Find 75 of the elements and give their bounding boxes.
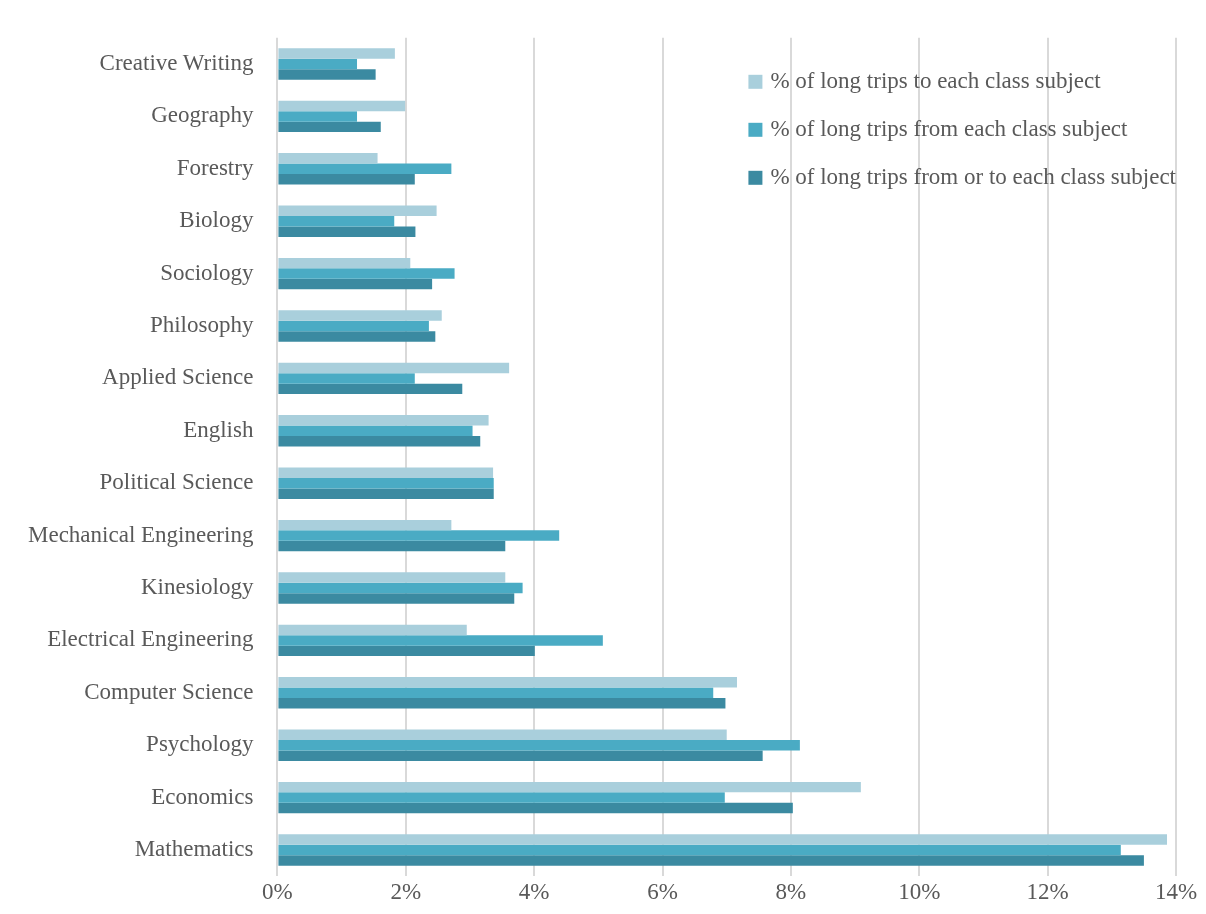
- bar: [278, 519, 452, 531]
- x-tick-label: 14%: [1154, 879, 1198, 905]
- bar: [278, 362, 510, 374]
- y-tick-label: Biology: [179, 207, 254, 233]
- bar: [278, 635, 603, 646]
- y-tick-label: Applied Science: [102, 364, 254, 390]
- bar: [278, 226, 416, 237]
- bar: [278, 69, 376, 80]
- y-tick-label: Mathematics: [134, 836, 254, 862]
- y-tick-label: Geography: [151, 102, 254, 128]
- y-tick-label: Economics: [151, 783, 254, 809]
- y-tick-label: Philosophy: [149, 312, 254, 338]
- y-tick-label: Creative Writing: [99, 50, 254, 76]
- bar: [278, 100, 406, 112]
- bar: [278, 572, 506, 583]
- x-tick-label: 4%: [518, 879, 550, 905]
- bar: [278, 834, 1168, 845]
- bar: [278, 593, 515, 604]
- bar: [278, 268, 455, 279]
- bar: [278, 331, 436, 342]
- bar: [278, 802, 793, 814]
- bar: [278, 373, 415, 384]
- bar: [278, 58, 358, 70]
- bar: [278, 781, 861, 793]
- bar: [278, 739, 800, 751]
- bar: [278, 729, 727, 740]
- bar: [278, 153, 378, 164]
- x-tick-label: 12%: [1026, 879, 1069, 905]
- bar: [278, 205, 437, 216]
- legend-label: % of long trips from each class subject: [770, 115, 1129, 141]
- bar: [278, 750, 763, 761]
- legend-label: % of long trips from or to each class subject: [770, 163, 1177, 189]
- y-tick-label: Electrical Engineering: [47, 626, 254, 652]
- y-tick-label: Political Science: [99, 469, 254, 495]
- bar: [278, 687, 714, 699]
- bar: [278, 645, 535, 657]
- bar: [278, 436, 481, 447]
- bar: [278, 792, 725, 803]
- x-tick-label: 0%: [262, 879, 293, 905]
- bar: [278, 163, 452, 175]
- y-tick-label: Computer Science: [84, 678, 254, 704]
- legend-label: % of long trips to each class subject: [770, 67, 1102, 93]
- bar: [278, 320, 429, 332]
- y-tick-label: Mechanical Engineering: [27, 521, 254, 547]
- y-tick-label: Psychology: [146, 731, 254, 757]
- bar: [278, 278, 433, 290]
- bar: [278, 425, 473, 437]
- bar: [278, 540, 506, 552]
- bar: [278, 257, 411, 269]
- bar: [278, 174, 415, 185]
- bar: [278, 383, 463, 395]
- x-tick-label: 6%: [647, 879, 678, 905]
- bar: [278, 582, 523, 594]
- y-tick-label: English: [183, 416, 254, 442]
- bar: [278, 111, 358, 122]
- bar: [278, 844, 1121, 856]
- bar: [278, 530, 560, 541]
- y-tick-label: Forestry: [176, 154, 254, 180]
- x-tick-label: 2%: [390, 879, 422, 905]
- y-tick-label: Sociology: [160, 259, 254, 285]
- bar: [278, 48, 395, 59]
- bar: [278, 488, 494, 499]
- bar: [278, 624, 467, 636]
- bar: [278, 467, 494, 478]
- bar: [278, 310, 442, 321]
- bar: [278, 121, 381, 133]
- bar: [278, 215, 395, 227]
- bar: [278, 698, 726, 709]
- bar: [278, 415, 489, 426]
- y-tick-label: Kinesiology: [140, 574, 254, 600]
- x-tick-label: 10%: [898, 879, 941, 905]
- x-tick-label: 8%: [775, 879, 807, 905]
- bar: [278, 477, 494, 489]
- bar: [278, 677, 737, 688]
- bar: [278, 855, 1144, 866]
